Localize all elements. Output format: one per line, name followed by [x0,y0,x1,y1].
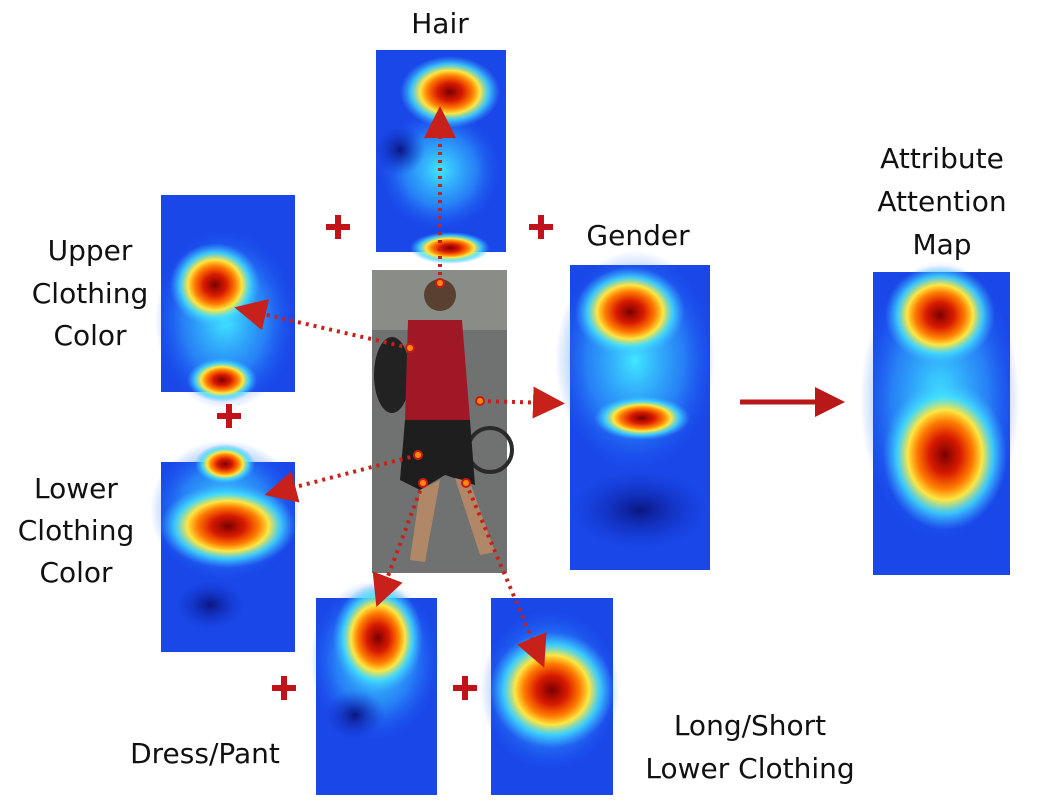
long-short-label: Lower Clothing [645,752,854,785]
attention-map-label: Map [912,228,971,261]
lower-clothing-map [150,440,300,652]
attention-arrows [234,106,845,668]
dress-pant-map [310,580,440,795]
dress-pant-label: Dress/Pant [130,737,280,770]
lower-clothing-label: Color [39,556,113,589]
upper-clothing-label: Color [53,319,127,352]
upper-clothing-label: Clothing [32,277,148,310]
gender-label: Gender [586,219,690,252]
pedestrian-photo [372,270,514,573]
attention-map-label: Attention [877,185,1006,218]
hair-map [375,50,506,264]
upper-clothing-map [155,195,295,410]
long-short-label: Long/Short [674,709,826,742]
attention-map-label: Attribute [880,142,1004,175]
gender-map [555,250,715,570]
attribute-attention-map [860,260,1020,575]
plus-signs [217,215,553,700]
long-short-map [480,598,620,795]
lower-clothing-label: Lower [34,472,118,505]
lower-clothing-label: Clothing [18,514,134,547]
upper-clothing-label: Upper [48,234,133,267]
hair-label: Hair [411,7,469,40]
